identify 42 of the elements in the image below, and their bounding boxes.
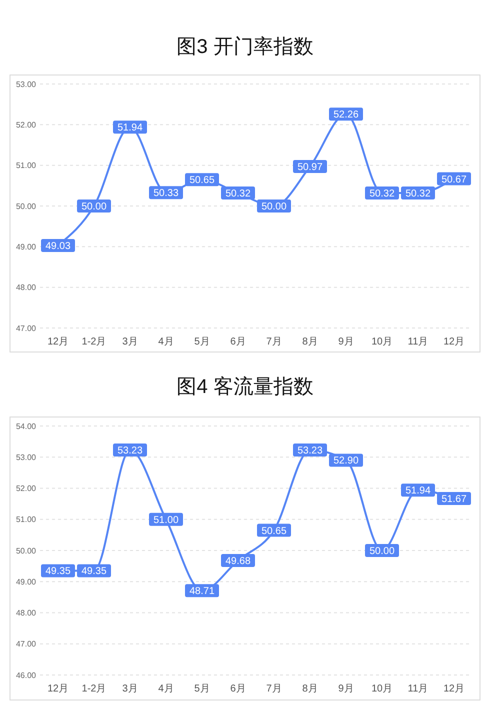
y-tick-label: 48.00 <box>16 283 37 292</box>
x-tick-label: 9月 <box>338 336 354 348</box>
x-tick-label: 8月 <box>302 684 318 694</box>
x-tick-label: 6月 <box>230 336 246 348</box>
x-tick-label: 3月 <box>122 336 138 348</box>
y-tick-label: 53.00 <box>16 452 37 462</box>
y-tick-label: 51.00 <box>16 161 37 170</box>
x-tick-label: 12月 <box>47 336 69 348</box>
y-tick-label: 50.00 <box>16 546 37 556</box>
y-tick-label: 47.00 <box>16 324 37 333</box>
x-tick-label: 1-2月 <box>82 336 106 348</box>
x-tick-label: 10月 <box>371 336 393 348</box>
chart-title: 图4 客流量指数 <box>176 376 314 398</box>
x-tick-label: 5月 <box>194 336 210 348</box>
x-tick-label: 11月 <box>408 684 428 694</box>
y-tick-label: 52.00 <box>16 120 37 130</box>
y-tick-label: 54.00 <box>16 422 37 431</box>
y-tick-label: 51.00 <box>16 515 37 524</box>
y-tick-label: 53.00 <box>16 80 37 89</box>
x-tick-label: 10月 <box>371 684 393 694</box>
x-tick-label: 11月 <box>408 336 428 348</box>
chart-title: 图3 开门率指数 <box>176 36 314 58</box>
y-tick-label: 46.00 <box>16 670 37 680</box>
x-tick-label: 4月 <box>158 336 174 348</box>
y-tick-label: 49.00 <box>16 242 37 252</box>
x-tick-label: 6月 <box>230 684 246 694</box>
y-tick-label: 47.00 <box>16 640 37 649</box>
x-tick-label: 4月 <box>158 684 174 694</box>
x-tick-label: 12月 <box>47 684 69 694</box>
x-tick-label: 12月 <box>443 336 465 348</box>
x-tick-label: 3月 <box>122 684 138 694</box>
x-tick-label: 12月 <box>443 684 465 694</box>
y-tick-label: 50.00 <box>16 202 37 211</box>
x-tick-label: 9月 <box>338 684 354 694</box>
x-tick-label: 7月 <box>266 684 282 694</box>
y-tick-label: 52.00 <box>16 484 37 494</box>
x-tick-label: 8月 <box>302 336 318 348</box>
y-tick-label: 49.00 <box>16 577 37 586</box>
x-tick-label: 1-2月 <box>82 684 106 694</box>
y-tick-label: 48.00 <box>16 608 37 618</box>
x-tick-label: 7月 <box>266 336 282 348</box>
x-tick-label: 5月 <box>194 684 210 694</box>
